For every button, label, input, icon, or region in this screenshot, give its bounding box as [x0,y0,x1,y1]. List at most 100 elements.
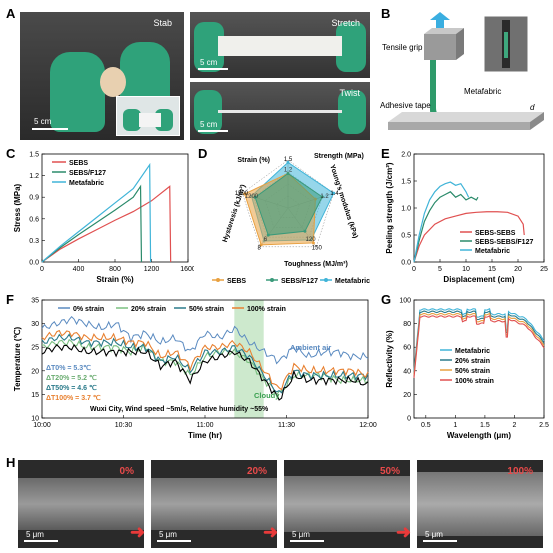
legend-label: SEBS [227,278,246,285]
legend-marker [324,278,328,282]
y-tick-label: 0.0 [401,260,411,267]
series-line-0-strain [41,315,369,365]
arrow-right-icon-3: ➜ [396,522,412,542]
y-tick-label: 25 [31,345,39,352]
radar-point [286,171,290,175]
legend-label: 50% strain [455,368,490,375]
plot-frame [41,153,189,263]
y-tick-label: 1.0 [401,206,411,213]
sem-scale-0: 5 μm [26,530,44,539]
x-tick-label: 5 [438,266,442,273]
delta-t-20: ΔT20% = 5.2 ℃ [46,374,97,382]
series-line-sebs-f127 [41,184,143,263]
scale-bar-a3 [198,130,228,132]
y-tick-label: 2.0 [401,152,411,159]
legend-marker [216,278,220,282]
x-tick-label: 0.5 [421,422,431,429]
radar-axis-label: Young's modulus (kPa) [328,164,358,239]
tensile-grip-label: Tensile grip [382,43,423,52]
radar-mid-label: 1200 [245,194,259,200]
x-tick-label: 400 [73,266,85,273]
y-tick-label: 0.9 [29,195,39,202]
series-line-100-strain [41,329,369,391]
glove-left [50,52,105,132]
radar-point [332,191,336,195]
x-tick-label: 2.5 [539,422,549,429]
radar-point [320,195,324,199]
radar-axis-label: Toughness (MJ/m³) [284,261,348,268]
x-tick-label: 1600 [180,266,194,273]
x-tick-label: 11:30 [278,422,295,429]
radar-max-label: 8 [258,246,262,252]
conditions-label: Wuxi City, Wind speed ~5m/s, Relative hu… [90,406,269,413]
chart-f-temperature: 10:00 10:30 11:00 11:30 12:00 10 15 20 25 30 35 Tim… [13,298,377,441]
legend-label: 50% strain [189,306,224,313]
y-tick-label: 1.5 [29,152,39,159]
delta-t-50: ΔT50% = 4.6 ℃ [46,384,97,392]
x-tick-label: 1.5 [480,422,490,429]
y-tick-label: 35 [31,298,39,305]
scale-label-a2: 5 cm [200,58,218,67]
chart-d-radar: Strength (MPa) Young's modulus (kPa) Tough… [212,153,370,285]
y-axis-label: Temperature (℃) [13,326,22,391]
x-axis-label: Strain (%) [96,275,134,284]
sem-scale-bar-0 [24,540,58,542]
radar-grid [242,159,334,248]
sem-scale-bar-20 [157,540,191,542]
x-tick-label: 12:00 [359,422,377,429]
y-axis-label: Reflectivity (%) [385,330,394,388]
legend-label: SEBS/F127 [281,278,318,285]
series-line-metafabric [413,308,545,371]
legend-label: 20% strain [131,306,166,313]
sem-label-100: 100% [507,466,533,477]
series-line-metafabric [41,162,152,263]
y-axis-label: Peeling strength (J/cm²) [385,162,394,253]
radar-point [311,241,315,245]
twist-label: Twist [339,88,360,98]
series-line-sebs-sebs-f127 [413,191,479,263]
sem-0: 0% 5 μm [18,460,144,548]
legend-label: 100% strain [455,378,494,385]
y-tick-label: 60 [403,345,411,352]
adhesive-label: Adhesive tape [380,101,431,110]
y-tick-label: 100 [399,298,411,305]
sem-scale-100: 5 μm [425,530,443,539]
series-line-sebs-sebs [413,211,525,263]
ambient-label: Ambient air [290,343,331,352]
x-tick-label: 800 [109,266,121,273]
panel-letter-d: D [198,146,208,161]
legend-label: SEBS [69,160,88,167]
sem-scale-50: 5 μm [292,530,310,539]
arrow-right-icon-1: ➜ [130,522,146,542]
sem-scale-20: 5 μm [159,530,177,539]
radar-point [243,192,247,196]
sem-label-0: 0% [119,466,134,477]
radar-area-sebs-f127 [254,172,323,236]
radar-mid-label: 6 [264,237,268,243]
y-tick-label: 15 [31,392,39,399]
stretched-film [218,36,342,56]
sem-scale-bar-50 [290,540,324,542]
radar-max-label: 1.5 [284,157,293,163]
x-tick-label: 20 [514,266,522,273]
x-tick-label: 10 [462,266,470,273]
radar-point [286,160,290,164]
panel-letter-f: F [6,292,14,307]
x-axis-label: Displacement (cm) [443,275,514,284]
scale-label-a3: 5 cm [200,120,218,129]
plot-frame [413,299,545,419]
panel-letter-c: C [6,146,16,161]
twisted-fiber [218,110,342,113]
radar-axis-label: Strength (MPa) [314,153,364,160]
stretch-label: Stretch [331,18,360,28]
sem-100: 100% 5 μm [417,460,543,548]
tensile-grip [424,34,456,60]
sem-20: 20% 5 μm [151,460,277,548]
legend-marker [270,278,274,282]
series-line-100-strain [413,315,545,378]
x-tick-label: 2 [513,422,517,429]
stab-label: Stab [153,18,172,28]
panel-letter-e: E [381,146,390,161]
up-arrow-icon [430,12,450,30]
sem-label-50: 50% [379,466,400,477]
